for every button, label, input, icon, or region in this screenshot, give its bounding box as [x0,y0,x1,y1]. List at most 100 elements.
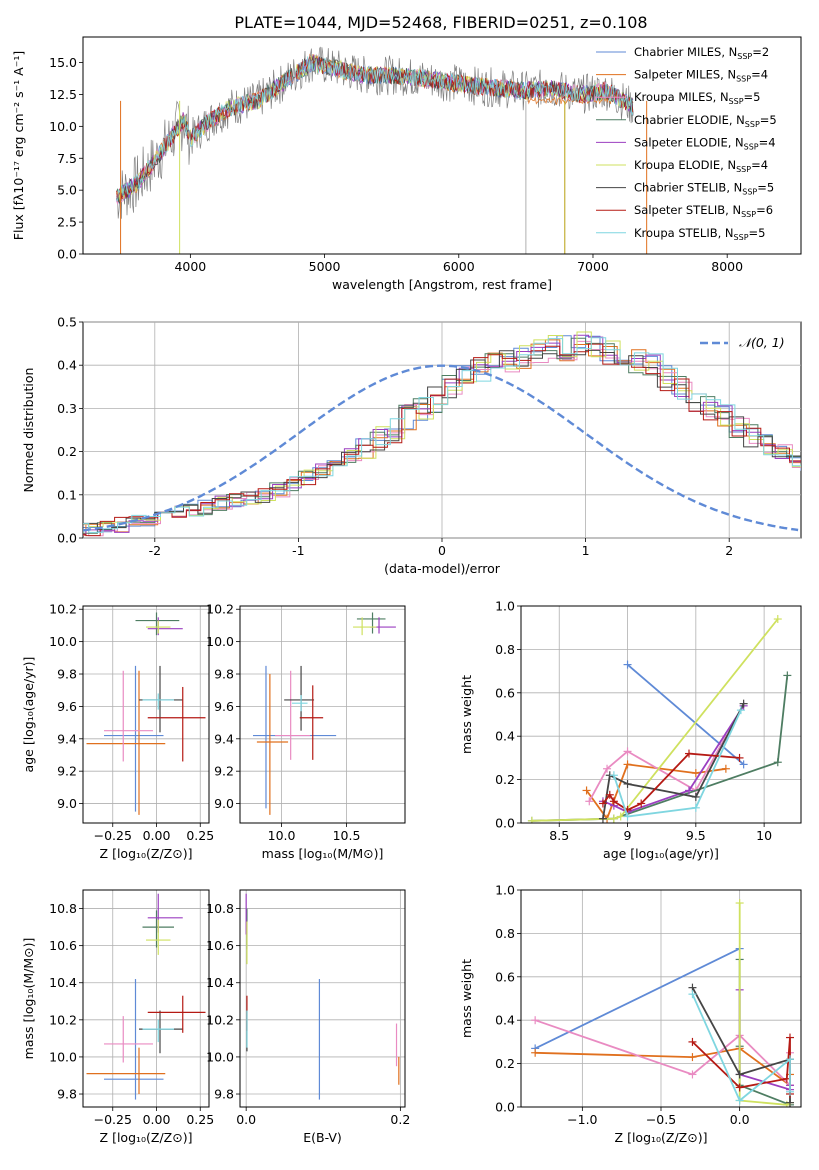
y-tick-label: 9.8 [57,667,77,682]
x-tick-label: 10 [756,828,772,843]
errorbar-salpeter-miles [86,670,166,815]
y-tick-label: 9.8 [214,1087,234,1102]
mass-vs-Z-markers [86,893,206,1100]
y-tick-label: 9.2 [214,764,234,779]
errorbar-chabrier-elodie [135,612,180,636]
x-tick-label: 1 [582,543,590,558]
y-tick-label: 9.6 [214,699,234,714]
y-tick-label: 0.4 [57,358,77,373]
legend-label: Kroupa ELODIE, NSSP=4 [634,158,768,174]
y-axis-label: age [log₁₀(age/yr)] [21,657,36,773]
y-tick-label: 10.8 [49,901,77,916]
y-tick-label: 0.2 [495,772,515,787]
y-axis-label: mass weight [459,675,474,754]
axes-frame [82,605,210,824]
weight-series-kroupa-elodie [735,899,794,1107]
spectrum-model-chabrier-stelib [116,55,634,205]
y-tick-label: 10.4 [49,975,77,990]
weight-vs-Z-lines [531,899,794,1107]
weight-series-kroupa-stelib [688,990,794,1105]
legend-label: Kroupa STELIB, NSSP=5 [634,226,765,242]
y-tick-label: 0.0 [495,816,515,831]
figure-title: PLATE=1044, MJD=52468, FIBERID=0251, z=0… [234,13,647,32]
weight-vs-age-lines [527,615,792,823]
spectrum-traces [116,46,648,254]
histogram-salpeter-stelib [83,343,801,537]
y-tick-label: 9.8 [57,1087,77,1102]
axes-frame [520,605,802,824]
y-tick-label: 0.8 [495,926,515,941]
weight-series-kroupa-stelib [609,706,745,821]
weight-line [626,663,745,766]
y-axis-label: mass [log₁₀(M/M⊙)] [21,938,36,1060]
x-tick-label: 5000 [309,259,341,274]
x-tick-label: 2 [725,543,733,558]
errorbar-salpeter-stelib [299,685,324,760]
y-tick-label: 10.0 [49,119,77,134]
y-tick-label: 0.0 [57,531,77,546]
y-tick-label: 9.6 [57,699,77,714]
weight-vs-Z-panel: −1.0 −0.5 0.0 0.0 0.2 0.4 0.6 0.8 1.0 Z [log₁₀(Z/… [459,883,802,1145]
x-tick-label: 10.0 [268,828,296,843]
y-tick-label: 10.0 [49,634,77,649]
y-tick-label: 10.2 [49,602,77,617]
age-vs-mass-markers [252,612,396,815]
errorbar-salpeter-miles [256,674,289,815]
x-tick-label: −1.0 [567,1112,597,1127]
x-tick-label: 8000 [711,259,743,274]
errorbar-kroupa-elodie [146,919,171,955]
x-tick-label: 0.25 [186,1112,214,1127]
histogram-chabrier-stelib [83,349,801,530]
y-tick-label: 0.4 [495,1013,515,1028]
y-tick-label: 0.4 [495,729,515,744]
errorbar-salpeter-stelib [147,686,206,762]
x-axis-label: age [log₁₀(age/yr)] [603,846,719,861]
y-tick-label: 10.0 [49,1049,77,1064]
x-axis-label: wavelength [Angstrom, rest frame] [332,277,552,292]
weight-series-salpeter-stelib [598,749,744,814]
y-tick-label: 0.3 [57,401,77,416]
x-tick-label: 0.00 [143,828,171,843]
errorbar-salpeter-stelib [147,995,206,1033]
y-axis-label: Flux [fλ10⁻¹⁷ erg cm⁻² s⁻¹ A⁻¹] [11,51,26,240]
mass-vs-EBV-markers [245,893,400,1100]
x-tick-label: 9.5 [686,828,706,843]
legend-label: Chabrier STELIB, NSSP=5 [634,181,774,197]
errorbar-chabrier-stelib [139,665,183,733]
x-tick-label: 0.0 [236,1112,256,1127]
errorbar-salpeter-elodie [369,617,396,634]
x-tick-label: 6000 [443,259,475,274]
y-tick-label: 10.4 [206,975,234,990]
x-tick-label: 0.00 [143,1112,171,1127]
y-tick-label: 5.0 [57,183,77,198]
weight-series-chabrier-elodie [527,671,792,823]
y-tick-label: 9.0 [214,796,234,811]
x-tick-label: 0.0 [730,1112,750,1127]
weight-line [602,705,745,814]
y-tick-label: 0.8 [495,642,515,657]
errorbar-chabrier-elodie [356,612,386,634]
legend-label: Salpeter ELODIE, NSSP=4 [634,135,776,151]
weight-line [738,989,791,1091]
x-tick-label: −0.25 [94,828,132,843]
x-axis-label: Z [log₁₀(Z/Z⊙)] [100,846,193,861]
errorbar-chabrier-miles [104,979,164,1100]
y-tick-label: 10.2 [206,1012,234,1027]
weight-line [535,1047,791,1088]
legend-label: Chabrier MILES, NSSP=2 [634,45,769,61]
histogram-kroupa-elodie [83,331,801,528]
x-tick-label: −0.5 [646,1112,676,1127]
errorbar-kroupa-stelib [142,693,174,710]
y-tick-label: 0.6 [495,969,515,984]
y-tick-label: 2.5 [57,215,77,230]
mass-vs-EBV-panel: 0.0 0.2 9.8 10.0 10.2 10.4 10.6 10.8 E(B-V) [206,889,410,1145]
errorbar-kroupa-miles [104,670,153,762]
legend-label: Chabrier ELODIE, NSSP=5 [634,113,777,129]
x-axis-label: Z [log₁₀(Z/Z⊙)] [100,1130,193,1145]
y-tick-label: 0.2 [57,444,77,459]
y-tick-label: 15.0 [49,55,77,70]
x-tick-label: 7000 [577,259,609,274]
histogram-kroupa-stelib [83,337,801,533]
x-tick-label: -1 [292,543,304,558]
weight-line [738,903,791,1106]
